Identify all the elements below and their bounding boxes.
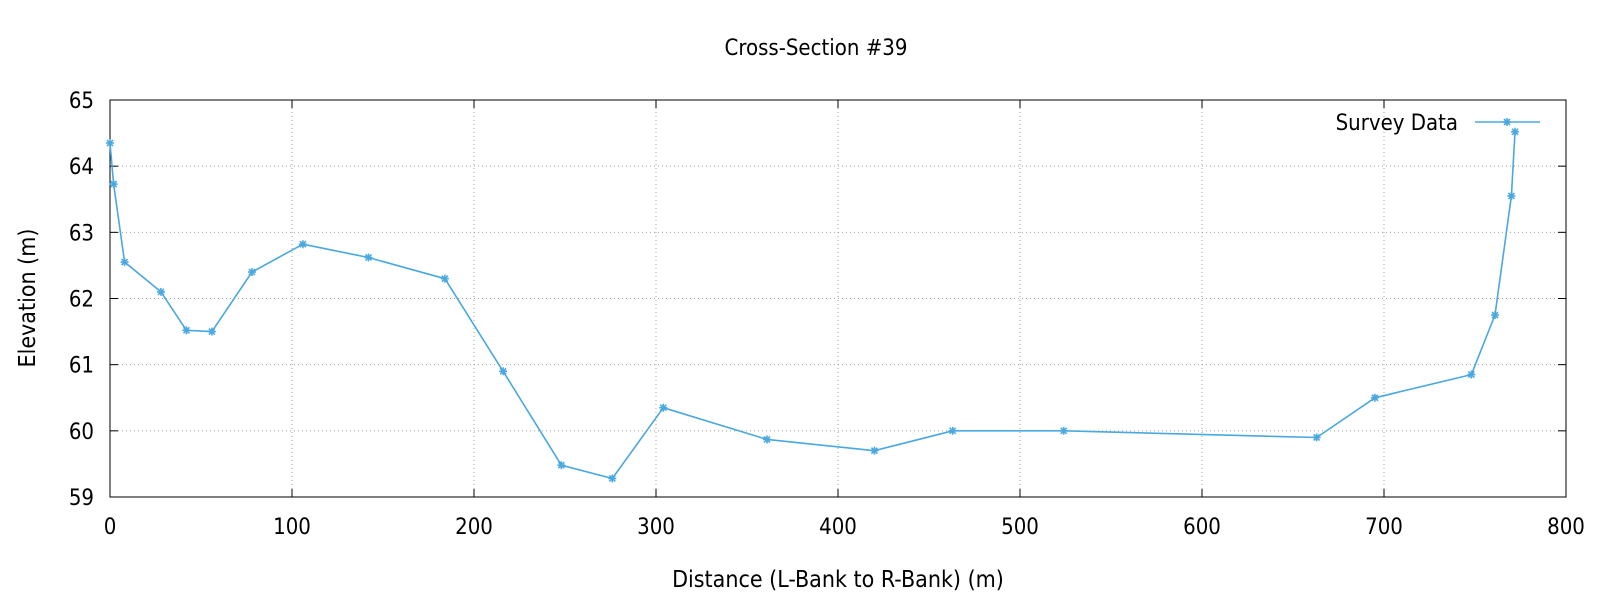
data-point <box>440 274 449 283</box>
y-tick-label: 64 <box>69 155 94 180</box>
data-point <box>870 446 879 455</box>
data-point <box>1312 433 1321 442</box>
data-point <box>247 268 256 277</box>
y-tick-label: 65 <box>69 89 94 114</box>
grid <box>110 100 1566 497</box>
x-tick-label: 600 <box>1183 515 1221 540</box>
chart-title: Cross-Section #39 <box>725 36 908 61</box>
data-point <box>1491 311 1500 320</box>
data-point <box>557 461 566 470</box>
data-point <box>182 326 191 335</box>
y-axis-label: Elevation (m) <box>15 229 41 368</box>
data-point <box>1507 191 1516 200</box>
x-tick-label: 700 <box>1365 515 1403 540</box>
data-point <box>763 435 772 444</box>
x-tick-label: 300 <box>637 515 675 540</box>
y-tick-label: 60 <box>69 420 94 445</box>
x-tick-label: 100 <box>273 515 311 540</box>
series-layer <box>106 127 1520 483</box>
data-point <box>1467 370 1476 379</box>
data-point <box>659 403 668 412</box>
data-point <box>499 367 508 376</box>
data-point <box>207 327 216 336</box>
data-point <box>948 426 957 435</box>
data-point <box>109 180 118 189</box>
x-axis-label: Distance (L-Bank to R-Bank) (m) <box>672 567 1004 593</box>
legend-label: Survey Data <box>1336 111 1458 136</box>
data-point <box>608 474 617 483</box>
y-tick-label: 61 <box>69 354 94 379</box>
y-tick-label: 63 <box>69 221 94 246</box>
legend: Survey Data <box>1336 111 1540 136</box>
data-point <box>1511 127 1520 136</box>
x-tick-label: 400 <box>819 515 857 540</box>
data-point <box>106 139 114 148</box>
data-point <box>364 253 373 262</box>
axis-ticks: 0 100 200 300 400 500 600 700 800 59 60 61 62 63 64 65 <box>69 89 1585 540</box>
x-tick-label: 800 <box>1547 515 1585 540</box>
data-point <box>120 258 129 267</box>
x-tick-label: 500 <box>1001 515 1039 540</box>
series-line <box>109 131 1516 480</box>
x-tick-label: 200 <box>455 515 493 540</box>
y-tick-label: 59 <box>69 486 94 511</box>
data-point <box>1370 393 1379 402</box>
x-tick-label: 0 <box>104 515 117 540</box>
data-point <box>298 240 307 249</box>
y-tick-label: 62 <box>69 288 94 313</box>
data-point <box>156 287 165 296</box>
data-point <box>1059 426 1068 435</box>
legend-marker <box>1503 118 1511 126</box>
